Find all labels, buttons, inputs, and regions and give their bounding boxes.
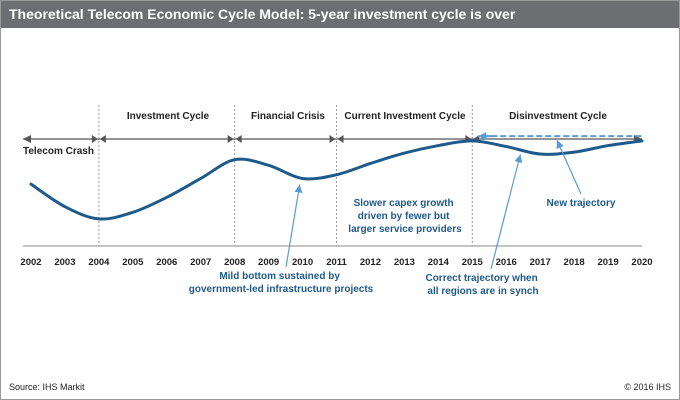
- x-tick-label-2006: 2006: [156, 257, 177, 268]
- chart-title: Theoretical Telecom Economic Cycle Model…: [9, 6, 516, 22]
- phase-arrowhead-2004-left: [91, 135, 98, 143]
- x-tick-label-2020: 2020: [631, 257, 652, 268]
- annotation-pointer-new-trajectory: [556, 139, 582, 195]
- phase-arrowhead-2004-right: [99, 135, 106, 143]
- phase-label-disinvestment-cycle: Disinvestment Cycle: [509, 111, 607, 122]
- annotation-pointer-correct-trajectory: [490, 154, 523, 270]
- x-tick-label-2013: 2013: [394, 257, 415, 268]
- x-tick-label-2016: 2016: [496, 257, 517, 268]
- x-tick-label-2017: 2017: [530, 257, 551, 268]
- source-note: Source: IHS Markit: [9, 382, 85, 392]
- x-tick-label-2018: 2018: [564, 257, 585, 268]
- phase-dividers: [98, 105, 473, 246]
- annotation-mild-bottom: Mild bottom sustained by government-led …: [189, 271, 374, 295]
- annotation-slower-capex: Slower capex growth driven by fewer but …: [348, 198, 462, 235]
- annotation-pointer-mild-bottom: [285, 184, 303, 268]
- x-axis-ticks: 2002 2003 2004 2005 2006 2007 2008 2009 2010 2011…: [20, 257, 652, 268]
- x-tick-label-2003: 2003: [54, 257, 75, 268]
- annotation-mild-bottom-line-1: Mild bottom sustained by: [219, 271, 340, 282]
- phase-arrowhead-2008-right: [235, 135, 242, 143]
- phase-label-financial-crisis: Financial Crisis: [251, 111, 325, 122]
- x-tick-label-2007: 2007: [190, 257, 211, 268]
- x-tick-label-2012: 2012: [360, 257, 381, 268]
- x-tick-label-2011: 2011: [326, 257, 347, 268]
- x-tick-label-2019: 2019: [597, 257, 618, 268]
- phase-arrowhead-end-left: [23, 135, 31, 143]
- annotation-slower-capex-line-2: driven by fewer but: [358, 211, 450, 222]
- annotation-new-trajectory: New trajectory: [547, 198, 616, 209]
- annotation-slower-capex-line-3: larger service providers: [348, 224, 462, 235]
- copyright-note: © 2016 IHS: [624, 382, 671, 392]
- phase-arrowhead-2008-left: [227, 135, 234, 143]
- phase-label-investment-cycle: Investment Cycle: [127, 111, 210, 122]
- annotation-correct-trajectory-line-1: Correct trajectory when: [425, 273, 537, 284]
- annotation-slower-capex-line-1: Slower capex growth: [354, 198, 454, 209]
- x-tick-label-2002: 2002: [20, 257, 41, 268]
- x-tick-label-2014: 2014: [428, 257, 450, 268]
- x-tick-label-2008: 2008: [224, 257, 245, 268]
- phase-label-telecom-crash: Telecom Crash: [23, 146, 94, 157]
- phase-arrowhead-2011-left: [329, 135, 336, 143]
- annotation-mild-bottom-line-2: government-led infrastructure projects: [189, 284, 374, 295]
- x-tick-label-2004: 2004: [88, 257, 110, 268]
- x-tick-label-2009: 2009: [258, 257, 279, 268]
- phase-arrowhead-2011-right: [337, 135, 344, 143]
- phase-label-current-investment-cycle: Current Investment Cycle: [344, 111, 466, 122]
- cycle-curve: [29, 139, 644, 221]
- annotation-correct-trajectory-line-2: all regions are in synch: [427, 286, 538, 297]
- x-tick-label-2010: 2010: [292, 257, 313, 268]
- x-tick-label-2005: 2005: [122, 257, 144, 268]
- title-bar: Theoretical Telecom Economic Cycle Model…: [1, 1, 679, 28]
- x-tick-label-2015: 2015: [462, 257, 484, 268]
- annotation-correct-trajectory: Correct trajectory when all regions are …: [425, 273, 540, 297]
